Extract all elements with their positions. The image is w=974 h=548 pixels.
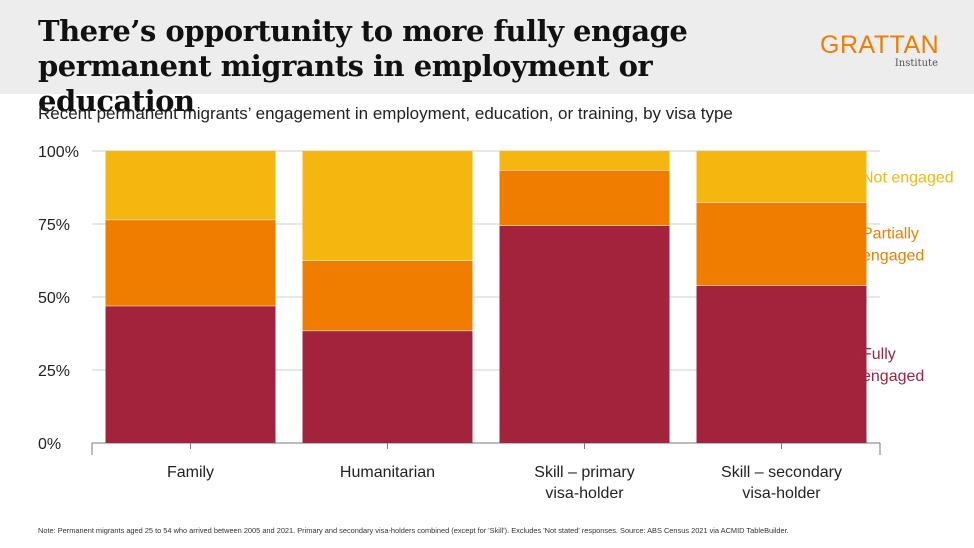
page-title: There’s opportunity to more fully engage… [38, 14, 818, 119]
x-tick-label: Family [167, 464, 214, 481]
bar-segment [696, 151, 867, 203]
bar-segment [696, 202, 867, 286]
y-tick-label: 25% [38, 363, 70, 380]
bar-segment [499, 225, 670, 443]
bar-segment [302, 330, 473, 443]
bar-segment [302, 260, 473, 331]
bar-segment [499, 169, 670, 226]
x-tick-label: Skill – primary visa-holder [534, 464, 634, 502]
bar-segment [105, 219, 276, 306]
bar-segment [105, 305, 276, 443]
logo-sub: Institute [894, 58, 938, 69]
bar-segment [499, 151, 670, 170]
logo-name: GRATTAN [820, 31, 940, 59]
legend-label: Fully engaged [862, 346, 924, 385]
chart-subtitle: Recent permanent migrants’ engagement in… [38, 104, 733, 123]
header-band: There’s opportunity to more fully engage… [0, 0, 974, 118]
x-tick-label: Skill – secondary visa-holder [721, 464, 842, 502]
y-tick-label: 75% [38, 217, 70, 234]
y-tick-label: 100% [38, 144, 79, 161]
grattan-logo: GRATTAN Institute [820, 31, 940, 69]
x-tick-label: Humanitarian [340, 464, 435, 481]
bar-segment [302, 151, 473, 261]
chart-note: Note: Permanent migrants aged 25 to 54 w… [38, 526, 789, 535]
legend-label: Partially engaged [862, 226, 924, 265]
bar-segment [696, 285, 867, 443]
bar-segment [105, 151, 276, 220]
y-tick-label: 50% [38, 290, 70, 307]
legend-label: Not engaged [862, 170, 954, 187]
title-line-1: There’s opportunity to more fully engage [38, 14, 688, 48]
title-line-2: permanent migrants in employment or educ… [38, 49, 653, 118]
y-tick-label: 0% [38, 436, 61, 453]
